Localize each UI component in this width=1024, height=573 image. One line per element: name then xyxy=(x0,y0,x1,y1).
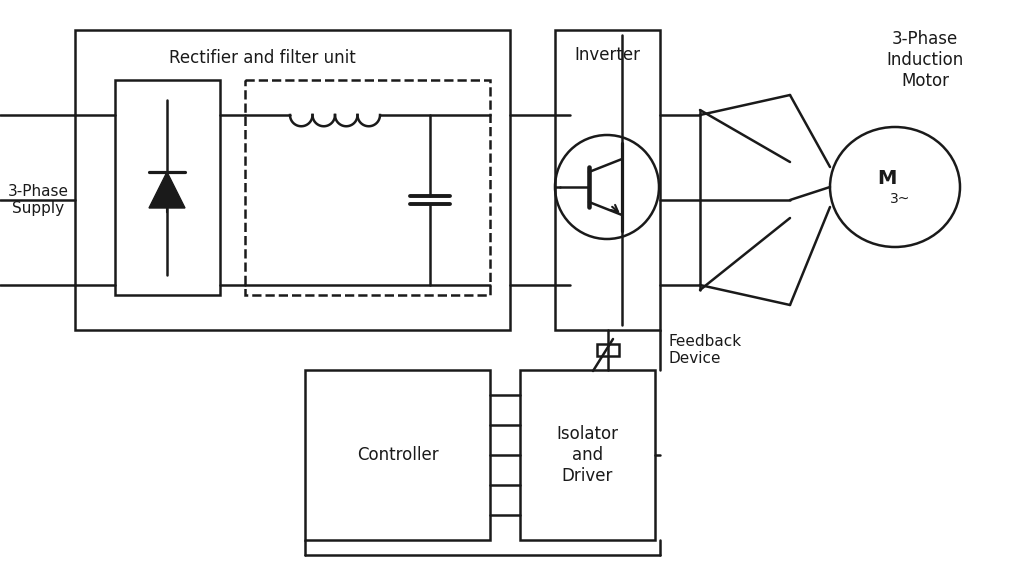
Text: Isolator
and
Driver: Isolator and Driver xyxy=(556,425,618,485)
Text: Rectifier and filter unit: Rectifier and filter unit xyxy=(169,49,356,67)
Bar xyxy=(305,370,490,540)
Bar xyxy=(75,30,510,330)
Text: Controller: Controller xyxy=(356,446,438,464)
Text: Inverter: Inverter xyxy=(574,46,640,64)
Text: 3-Phase
Supply: 3-Phase Supply xyxy=(7,184,69,216)
Text: Feedback
Device: Feedback Device xyxy=(668,334,741,366)
Polygon shape xyxy=(150,172,185,208)
Bar xyxy=(115,80,220,295)
Text: 3~: 3~ xyxy=(890,192,910,206)
Bar xyxy=(520,370,655,540)
Bar xyxy=(597,344,618,356)
Text: M: M xyxy=(878,170,897,189)
Text: 3-Phase
Induction
Motor: 3-Phase Induction Motor xyxy=(887,30,964,90)
Bar xyxy=(245,80,490,295)
Bar xyxy=(555,30,660,330)
